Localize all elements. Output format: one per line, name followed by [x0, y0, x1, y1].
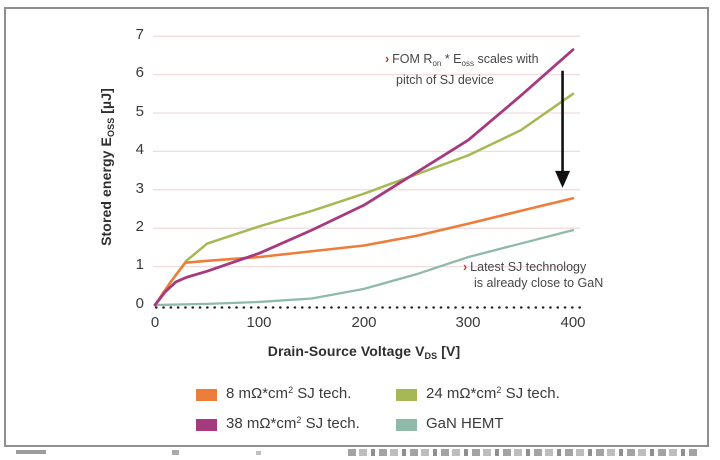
annotation-bullet-icon: › — [463, 260, 468, 274]
legend-swatch-gan-hemt — [396, 419, 417, 431]
annotation-sj-close-to-gan: › Latest SJ technology is already close t… — [463, 260, 604, 290]
y-tick-0: 0 — [135, 295, 144, 312]
cropped-caption-artifact — [256, 451, 261, 455]
y-tick-1: 1 — [135, 256, 144, 273]
legend-item-8mohm: 8 mΩ*cm2 SJ tech. — [196, 385, 351, 402]
legend-swatch-38mohm — [196, 419, 217, 431]
x-tick-300: 300 — [455, 314, 481, 331]
annotation-bullet-icon: › — [385, 52, 390, 66]
y-tick-7: 7 — [135, 26, 144, 43]
y-tick-2: 2 — [135, 218, 144, 235]
legend-item-24mohm: 24 mΩ*cm2 SJ tech. — [396, 385, 560, 402]
y-tick-3: 3 — [135, 180, 144, 197]
y-tick-4: 4 — [135, 141, 144, 158]
x-tick-0: 0 — [150, 314, 160, 331]
annotation-fom-scaling: › FOM Ron * Eoss scales with pitch of SJ … — [385, 52, 539, 87]
cropped-caption-artifact — [16, 450, 46, 454]
y-tick-5: 5 — [135, 103, 144, 120]
legend-swatch-24mohm — [396, 389, 417, 401]
x-tick-400: 400 — [560, 314, 586, 331]
x-tick-100: 100 — [246, 314, 272, 331]
legend-item-gan-hemt: GaN HEMT — [396, 415, 504, 432]
legend-swatch-8mohm — [196, 389, 217, 401]
cropped-caption-artifact — [348, 449, 698, 456]
x-tick-200: 200 — [351, 314, 377, 331]
y-tick-6: 6 — [135, 64, 144, 81]
y-axis-title: Stored energy EOSS [µJ] — [98, 88, 116, 246]
cropped-caption-artifact — [172, 450, 179, 455]
figure-frame — [4, 7, 709, 447]
legend-item-38mohm: 38 mΩ*cm2 SJ tech. — [196, 415, 360, 432]
x-axis-title: Drain-Source Voltage VDS [V] — [267, 343, 461, 361]
